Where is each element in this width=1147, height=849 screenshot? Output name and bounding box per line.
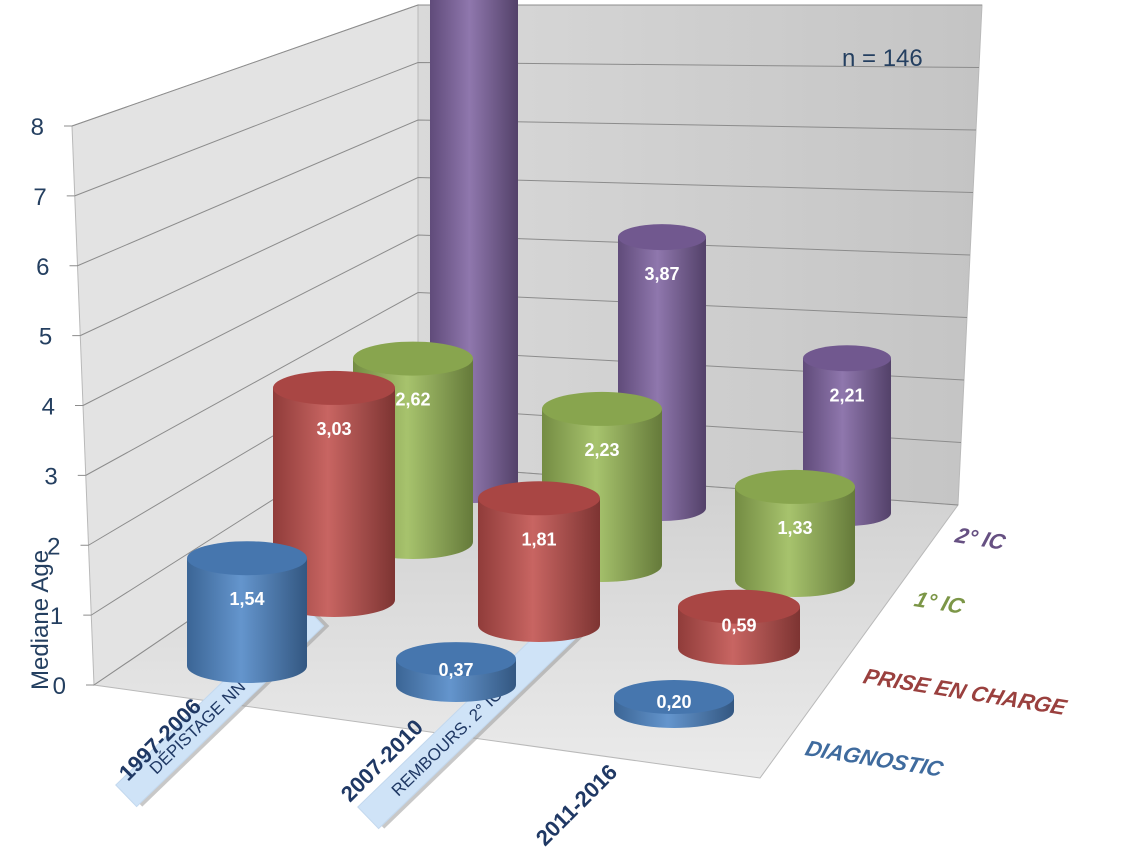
y-tick-label: 3 xyxy=(44,463,57,490)
gridline xyxy=(74,61,980,197)
data-label: 3,87 xyxy=(644,264,679,284)
bar-body xyxy=(735,486,855,597)
y-tick-label: 4 xyxy=(42,394,55,421)
y-tick-label: 2 xyxy=(47,533,60,560)
data-label: 3,03 xyxy=(316,419,351,439)
series-label: DIAGNOSTIC xyxy=(803,736,948,782)
y-tick-label: 7 xyxy=(33,184,46,211)
bar-prise-en-charge-2007-2010: 1,81 xyxy=(478,481,600,642)
gridline xyxy=(80,176,974,337)
bar-diagnostic-2011-2016: 0,20 xyxy=(614,680,734,728)
bar-top xyxy=(803,345,891,372)
bar-diagnostic-1997-2006: 1,54 xyxy=(187,541,307,683)
bar-top xyxy=(614,680,734,714)
series-label: PRISE EN CHARGE xyxy=(861,664,1071,720)
sample-size-annotation: n = 146 xyxy=(842,45,923,72)
data-label: 0,59 xyxy=(721,615,756,635)
data-label: 2,23 xyxy=(584,440,619,460)
series-label: 2° IC xyxy=(952,523,1010,555)
gridline xyxy=(82,234,971,406)
bar-top xyxy=(618,224,706,251)
bar-top xyxy=(273,370,395,405)
x-category-label: 2011-2016 xyxy=(531,759,622,849)
y-tick-label: 5 xyxy=(39,324,52,351)
y-tick-label: 0 xyxy=(53,673,66,700)
bar-top xyxy=(735,469,855,504)
bar-top xyxy=(678,589,800,624)
y-axis-label: Mediane Age xyxy=(27,550,54,690)
bar-diagnostic-2007-2010: 0,37 xyxy=(396,642,516,702)
data-label: 1,81 xyxy=(521,529,556,549)
bar-prise-en-charge-2011-2016: 0,59 xyxy=(678,589,800,665)
data-label: 1,33 xyxy=(777,518,812,538)
y-tick-label: 6 xyxy=(36,254,49,281)
bar-top xyxy=(478,481,600,516)
gridline xyxy=(85,291,968,476)
bar-1-ic-2011-2016: 1,33 xyxy=(735,469,855,597)
data-label: 2,21 xyxy=(829,385,864,405)
bars: 9,363,872,212,622,231,333,031,810,591,54… xyxy=(187,0,891,728)
y-axis-ticks: 0 1 2 3 4 5 6 7 8 xyxy=(31,114,94,700)
series-label: 1° IC xyxy=(912,587,969,619)
gridline xyxy=(77,119,977,267)
bar-top xyxy=(353,341,473,376)
bar-top xyxy=(187,541,307,576)
data-label: 0,20 xyxy=(656,692,691,712)
bar-body xyxy=(187,558,307,683)
bar-body xyxy=(478,498,600,642)
bar-top xyxy=(542,391,662,426)
gridline xyxy=(71,4,982,127)
data-label: 2,62 xyxy=(395,390,430,410)
data-label: 1,54 xyxy=(229,589,264,609)
data-label: 0,37 xyxy=(438,660,473,680)
y-tick-label: 8 xyxy=(31,114,44,141)
y-tick-label: 1 xyxy=(50,603,63,630)
bar-top xyxy=(396,642,516,677)
